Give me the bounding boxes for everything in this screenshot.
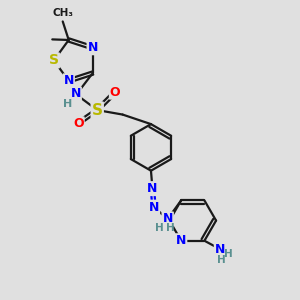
Text: CH₃: CH₃ [52, 8, 73, 18]
Text: N: N [149, 201, 159, 214]
Text: O: O [110, 86, 120, 99]
Text: H: H [217, 255, 226, 265]
Text: S: S [49, 53, 59, 68]
Text: N: N [147, 182, 158, 195]
Text: S: S [92, 103, 103, 118]
Text: H: H [155, 223, 164, 233]
Text: N: N [70, 88, 81, 100]
Text: N: N [176, 234, 186, 247]
Text: H: H [224, 249, 233, 259]
Text: N: N [64, 74, 74, 87]
Text: N: N [163, 212, 173, 225]
Text: H: H [166, 223, 175, 233]
Text: N: N [215, 243, 225, 256]
Text: N: N [88, 41, 98, 54]
Text: O: O [73, 117, 84, 130]
Text: H: H [63, 99, 73, 109]
